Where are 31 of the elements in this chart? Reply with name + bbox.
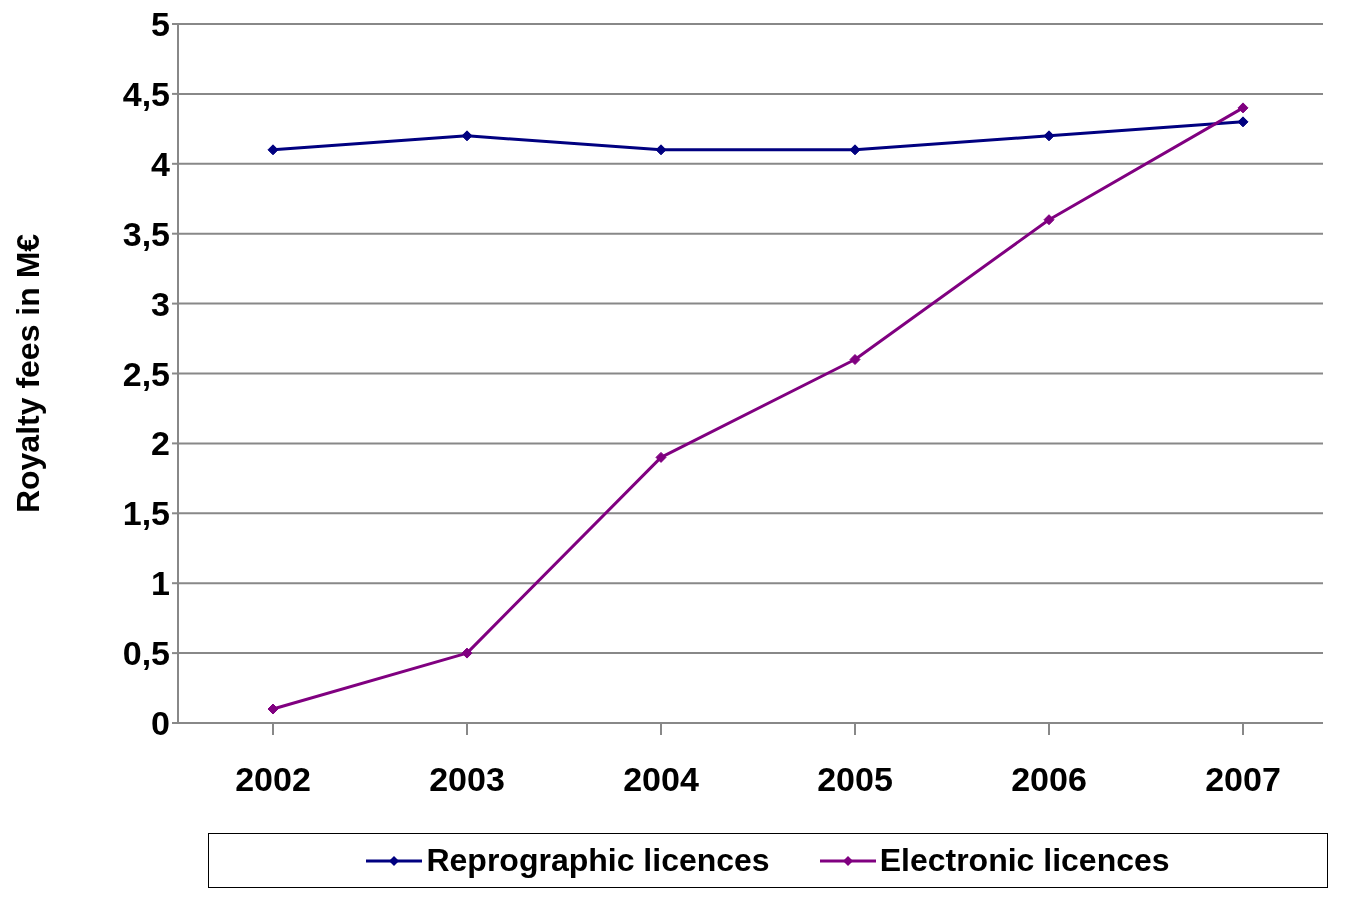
y-tick-label: 1 xyxy=(151,564,170,603)
point xyxy=(461,647,473,659)
x-tick-label: 2002 xyxy=(235,760,311,799)
point xyxy=(267,703,279,715)
y-tick-label: 1,5 xyxy=(122,494,170,533)
y-tick-label: 3,5 xyxy=(122,214,170,253)
y-tick-label: 4 xyxy=(151,144,171,183)
point xyxy=(1043,130,1055,142)
point xyxy=(849,354,861,366)
legend-label: Electronic licences xyxy=(878,842,1170,879)
y-tick-label: 2,5 xyxy=(122,354,170,393)
point xyxy=(655,451,667,463)
x-tick-label: 2006 xyxy=(1011,760,1087,799)
y-tick-label: 3 xyxy=(151,284,170,323)
y-tick-label: 4,5 xyxy=(122,74,170,113)
point xyxy=(1237,116,1249,128)
y-tick-label: 2 xyxy=(151,424,170,463)
point xyxy=(461,130,473,142)
y-tick-label: 0 xyxy=(151,704,170,743)
legend-label: Reprographic licences xyxy=(425,842,770,879)
y-tick-label: 5 xyxy=(151,5,170,44)
y-axis-title: Royalty fees in M€ xyxy=(10,233,47,514)
x-tick-label: 2007 xyxy=(1205,760,1281,799)
point xyxy=(655,144,667,156)
point xyxy=(849,144,861,156)
x-tick-label: 2003 xyxy=(429,760,505,799)
y-tick-label: 0,5 xyxy=(122,634,170,673)
point xyxy=(267,144,279,156)
x-tick-label: 2005 xyxy=(817,760,893,799)
point xyxy=(1237,102,1249,114)
x-tick-label: 2004 xyxy=(623,760,699,799)
